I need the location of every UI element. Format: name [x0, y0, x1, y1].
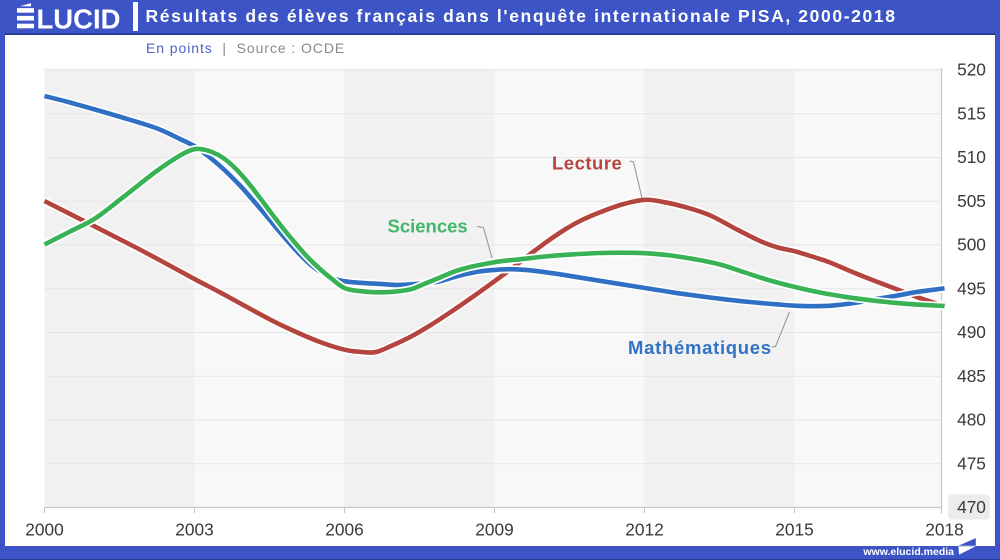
svg-text:475: 475	[957, 453, 986, 473]
svg-text:2006: 2006	[325, 520, 363, 540]
svg-text:470: 470	[957, 497, 986, 517]
svg-text:515: 515	[957, 103, 986, 123]
svg-text:2012: 2012	[625, 520, 663, 540]
svg-text:490: 490	[957, 322, 986, 342]
svg-text:2000: 2000	[25, 520, 63, 540]
svg-text:Sciences: Sciences	[388, 216, 468, 237]
svg-text:495: 495	[957, 278, 986, 298]
svg-text:485: 485	[957, 366, 986, 386]
svg-text:2003: 2003	[175, 520, 213, 540]
svg-text:2018: 2018	[925, 520, 963, 540]
svg-text:LUCID: LUCID	[37, 3, 121, 33]
svg-text:2009: 2009	[475, 520, 513, 540]
svg-text:510: 510	[957, 147, 986, 167]
svg-text:Lecture: Lecture	[552, 153, 622, 174]
svg-text:520: 520	[957, 60, 986, 80]
svg-text:505: 505	[957, 191, 986, 211]
svg-text:Mathématiques: Mathématiques	[628, 337, 772, 358]
svg-text:500: 500	[957, 235, 986, 255]
svg-text:2015: 2015	[775, 520, 813, 540]
svg-text:480: 480	[957, 410, 986, 430]
